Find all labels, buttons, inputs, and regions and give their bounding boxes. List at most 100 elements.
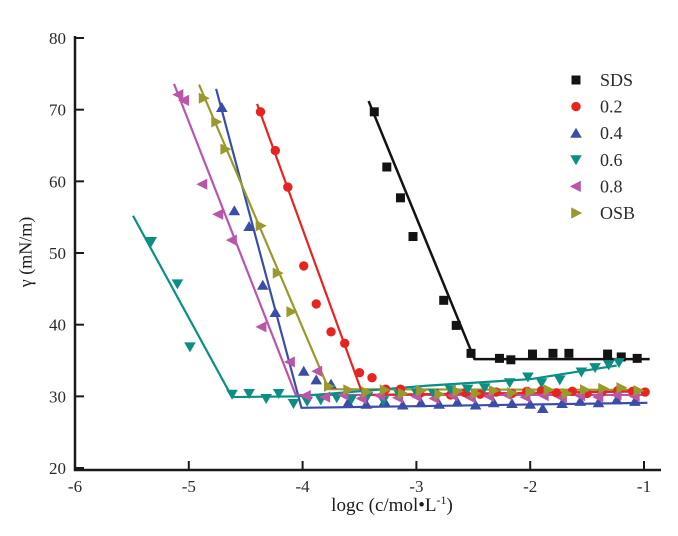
x-tick-label: -5 bbox=[182, 477, 196, 496]
series-OSB-marker bbox=[220, 143, 232, 155]
series-OSB-marker bbox=[198, 92, 210, 104]
x-axis-title-text: logc (c/mol•L bbox=[331, 495, 437, 516]
legend-label-0.8: 0.8 bbox=[600, 176, 623, 196]
series-0.6-marker bbox=[575, 367, 588, 378]
series-0.4-marker bbox=[342, 397, 354, 408]
series-SDS-marker bbox=[451, 320, 461, 330]
series-OSB-marker bbox=[379, 384, 391, 396]
series-0.4-marker bbox=[216, 102, 228, 113]
series-0.4-marker bbox=[297, 365, 310, 376]
series-SDS-marker bbox=[466, 348, 476, 358]
series-SDS-marker bbox=[616, 352, 626, 362]
x-tick-label: -6 bbox=[68, 477, 82, 496]
series-0.8-marker bbox=[299, 390, 311, 402]
series-0.8-marker bbox=[319, 391, 331, 403]
series-0.6-marker bbox=[461, 384, 474, 395]
series-OSB-marker bbox=[434, 388, 446, 400]
series-OSB-marker bbox=[255, 220, 267, 232]
series-0.4-marker bbox=[506, 398, 518, 409]
series-0.4-marker bbox=[451, 396, 464, 407]
series-0.4-marker bbox=[469, 399, 482, 410]
series-SDS-line bbox=[367, 100, 650, 361]
x-axis-title-superscript: -1 bbox=[436, 493, 447, 507]
series-OSB-marker bbox=[286, 306, 298, 318]
legend-label-SDS: SDS bbox=[600, 70, 633, 90]
series-0.8-marker bbox=[283, 356, 295, 368]
y-tick-label: 70 bbox=[49, 101, 66, 120]
series-0.2-marker bbox=[354, 367, 365, 378]
series-OSB-marker bbox=[598, 382, 610, 395]
series-SDS-marker bbox=[369, 107, 379, 117]
series-0.4-marker bbox=[556, 398, 568, 409]
legend-label-0.4: 0.4 bbox=[600, 123, 623, 143]
series-0.8-marker bbox=[225, 234, 237, 246]
series-0.6-marker bbox=[171, 279, 184, 290]
series-0.8-marker bbox=[311, 365, 323, 377]
series-0.6-marker bbox=[145, 237, 158, 248]
series-0.8-marker bbox=[172, 89, 184, 101]
series-0.6-marker bbox=[589, 363, 601, 374]
series-0.8-marker bbox=[212, 208, 224, 220]
series-SDS-marker bbox=[632, 353, 642, 363]
series-0.2-marker bbox=[299, 261, 309, 271]
y-tick-label: 40 bbox=[49, 316, 66, 335]
series-0.2-marker bbox=[367, 373, 377, 383]
series-0.4-marker bbox=[574, 395, 587, 406]
series-0.2-marker bbox=[270, 145, 280, 156]
series-0.6-marker bbox=[243, 388, 255, 399]
series-0.6-marker bbox=[478, 383, 491, 394]
series-0.6-marker bbox=[226, 389, 238, 400]
series-OSB-marker bbox=[561, 387, 573, 400]
y-tick-label: 60 bbox=[49, 172, 66, 191]
series-0.8-marker bbox=[178, 94, 190, 106]
series-0.4-marker bbox=[310, 374, 323, 385]
series-0.6-marker bbox=[184, 342, 196, 353]
legend-label-0.6: 0.6 bbox=[600, 150, 623, 170]
y-axis-title: γ (mN/m) bbox=[15, 216, 36, 288]
series-0.6-marker bbox=[287, 399, 300, 410]
series-OSB-marker bbox=[488, 385, 500, 397]
series-OSB-marker bbox=[416, 385, 428, 397]
series-0.4-marker bbox=[415, 397, 427, 408]
series-OSB-marker bbox=[323, 380, 335, 392]
x-axis-title-close: ) bbox=[446, 495, 453, 516]
x-tick-label: -3 bbox=[409, 477, 423, 496]
x-tick-label: -4 bbox=[296, 477, 311, 496]
series-SDS-marker bbox=[564, 348, 574, 358]
series-0.6-marker bbox=[553, 375, 566, 386]
series-0.4-marker bbox=[536, 403, 549, 414]
series-OSB-marker bbox=[452, 385, 464, 397]
series-SDS-marker bbox=[382, 162, 392, 172]
series-0.2-line bbox=[256, 103, 648, 397]
legend-swatch-0.8 bbox=[569, 180, 581, 192]
series-0.6-marker bbox=[535, 378, 548, 389]
series-0.2-marker bbox=[326, 327, 336, 337]
x-tick-label: -1 bbox=[637, 477, 651, 496]
y-tick-label: 50 bbox=[49, 244, 66, 263]
series-0.6-marker bbox=[272, 388, 285, 399]
legend-swatch-0.4 bbox=[570, 127, 582, 138]
series-0.2-marker bbox=[283, 182, 293, 192]
series-0.6-marker bbox=[345, 394, 358, 405]
series-0.4-marker bbox=[228, 205, 241, 216]
series-0.6-line bbox=[132, 215, 617, 399]
series-0.4-marker bbox=[592, 397, 605, 408]
series-0.6-marker bbox=[602, 360, 615, 371]
series-0.6-marker bbox=[260, 394, 272, 405]
legend-label-0.2: 0.2 bbox=[600, 97, 623, 117]
series-0.4-marker bbox=[610, 394, 623, 405]
series-OSB-marker bbox=[633, 385, 645, 397]
series-0.4-marker bbox=[243, 220, 255, 231]
series-0.4-marker bbox=[256, 279, 269, 290]
series-0.8-marker bbox=[196, 178, 208, 190]
series-OSB-marker bbox=[361, 386, 373, 398]
series-OSB-marker bbox=[525, 386, 537, 398]
legend-swatch-0.2 bbox=[571, 101, 581, 112]
series-0.6-marker bbox=[613, 358, 625, 369]
series-0.8-marker bbox=[592, 391, 604, 403]
series-SDS-marker bbox=[494, 353, 504, 363]
legend-swatch-OSB bbox=[571, 207, 583, 219]
series-SDS-marker bbox=[395, 193, 405, 203]
series-SDS-marker bbox=[548, 348, 558, 358]
